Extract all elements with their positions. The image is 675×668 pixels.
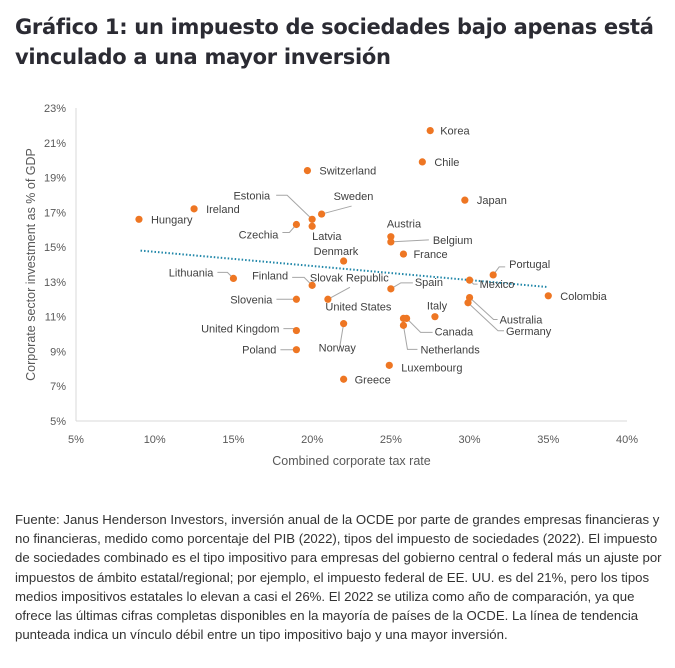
data-point-label: Chile (434, 157, 459, 169)
data-point-label: United Kingdom (201, 324, 279, 336)
x-axis-title: Combined corporate tax rate (272, 454, 430, 468)
data-point (385, 361, 393, 369)
leader-line (339, 323, 345, 348)
scatter-chart: 5% 7% 9% 11% 13% 15% 17% 19% 21% 23% 5% 10% 15% 20% 25… (0, 95, 675, 475)
data-point (292, 346, 300, 354)
y-axis-title: Corporate sector investment as % of GDP (24, 148, 38, 381)
data-point-label: Finland (252, 270, 288, 282)
data-point-label: France (413, 249, 447, 261)
data-point (399, 250, 408, 258)
data-point-label: Australia (500, 315, 544, 327)
data-point-label: Greece (355, 374, 391, 386)
leader-line (390, 239, 429, 243)
data-point-label: Latvia (312, 231, 342, 243)
data-point-label: Slovenia (230, 294, 273, 306)
data-point-label: Korea (440, 126, 470, 138)
y-tick-label: 7% (50, 381, 66, 393)
data-point-label: Italy (427, 301, 448, 313)
leader-line (406, 318, 433, 333)
data-point-label: Switzerland (319, 166, 376, 178)
data-point (465, 276, 474, 284)
x-tick-label: 30% (459, 434, 481, 446)
x-tick-label: 35% (537, 434, 559, 446)
data-point-label: Lithuania (169, 267, 215, 279)
y-tick-label: 5% (50, 416, 66, 428)
data-point (426, 127, 434, 135)
y-tick-label: 23% (44, 103, 66, 115)
data-point (292, 326, 300, 335)
data-point-label: Belgium (433, 235, 473, 247)
y-tick-label: 19% (44, 173, 66, 185)
x-tick-label: 5% (68, 434, 84, 446)
y-tick-label: 9% (50, 346, 66, 358)
data-point (431, 313, 439, 321)
data-point-label: United States (325, 301, 392, 313)
data-point (340, 320, 348, 328)
data-point-label: Slovak Republic (310, 272, 389, 284)
data-point (292, 295, 300, 303)
data-point (308, 222, 316, 230)
leader-line (276, 194, 313, 220)
data-point-label: Sweden (334, 191, 374, 203)
data-point (403, 314, 411, 323)
data-point (135, 215, 143, 223)
chart-source-caption: Fuente: Janus Henderson Investors, inver… (15, 512, 662, 643)
data-point-label: Hungary (151, 214, 193, 226)
data-point (308, 215, 316, 223)
data-point (489, 271, 497, 279)
data-point (229, 274, 238, 283)
leader-line (292, 276, 313, 286)
data-point-label: Czechia (239, 230, 280, 242)
data-point (303, 167, 312, 175)
data-point (387, 285, 395, 293)
data-point (387, 233, 395, 241)
data-point (399, 321, 408, 329)
data-point (418, 158, 426, 166)
leader-line (402, 325, 418, 350)
data-point (544, 292, 552, 300)
leader-line (469, 297, 498, 321)
data-point-label: Luxembourg (401, 362, 462, 374)
data-point (190, 205, 198, 213)
y-tick-label: 11% (45, 312, 66, 324)
chart-heading: Gráfico 1: un impuesto de sociedades baj… (15, 15, 654, 69)
data-point (387, 238, 395, 246)
data-point-label: Ireland (206, 204, 240, 216)
data-point-label: Canada (435, 326, 474, 338)
data-point-label: Spain (415, 277, 443, 289)
y-tick-label: 15% (44, 242, 66, 254)
data-point-label: Netherlands (420, 344, 480, 356)
y-tick-label: 21% (44, 138, 66, 150)
leader-line (321, 205, 352, 215)
data-point-label: Norway (319, 343, 357, 355)
data-point-label: Japan (477, 195, 507, 207)
data-point (464, 299, 472, 307)
data-point-label: Poland (242, 345, 276, 357)
leader-line (467, 302, 504, 332)
x-tick-label: 15% (222, 434, 244, 446)
data-point-label: Estonia (233, 190, 271, 202)
data-point (461, 196, 469, 204)
data-point-label: Austria (387, 219, 422, 231)
x-tick-label: 10% (144, 434, 166, 446)
data-point (308, 281, 316, 289)
leader-line (327, 286, 351, 300)
leader-line (390, 282, 413, 290)
y-tick-label: 17% (44, 207, 66, 219)
data-point (324, 295, 332, 303)
data-point (292, 220, 300, 229)
data-point (340, 257, 348, 265)
x-tick-label: 20% (301, 434, 323, 446)
data-point (340, 375, 348, 383)
data-point (317, 210, 326, 218)
data-point-label: Germany (506, 326, 552, 338)
x-tick-label: 40% (616, 434, 638, 446)
data-point-label: Colombia (560, 291, 607, 303)
x-tick-label: 25% (380, 434, 402, 446)
y-tick-label: 13% (44, 277, 66, 289)
data-point-label: Denmark (314, 246, 359, 258)
scatter-plot-svg: 5% 7% 9% 11% 13% 15% 17% 19% 21% 23% 5% 10% 15% 20% 25… (24, 103, 638, 468)
data-point-label: Mexico (480, 279, 515, 291)
data-point-label: Portugal (509, 259, 550, 271)
